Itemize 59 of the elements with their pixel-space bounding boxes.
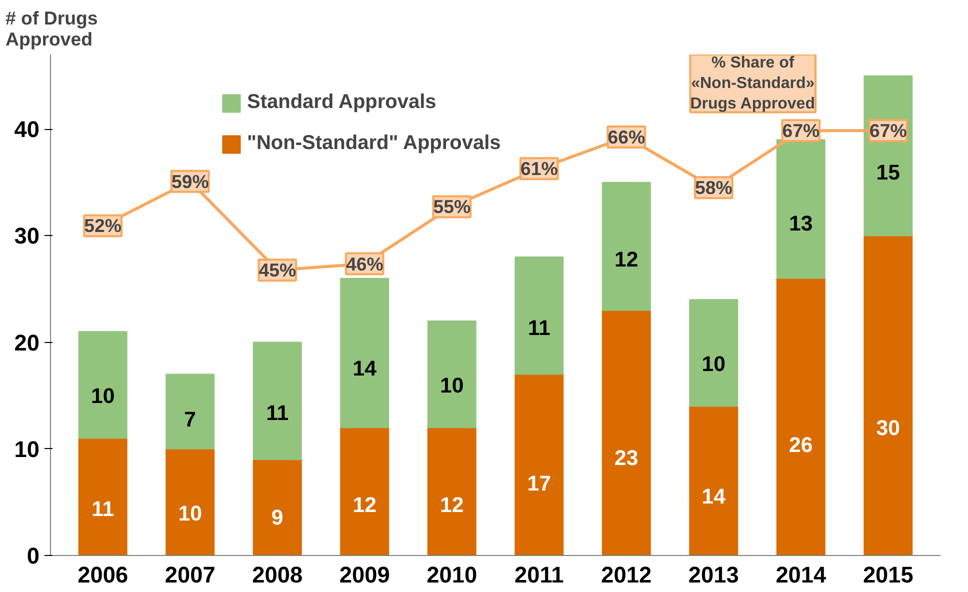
bar: [689, 299, 738, 407]
y-tick-label: 20: [14, 329, 40, 356]
x-tick-label: 2012: [601, 562, 652, 588]
data-label: 15: [876, 160, 900, 184]
bar: [252, 459, 302, 556]
data-label: 17: [527, 472, 551, 496]
x-tick-label: 2007: [164, 562, 216, 588]
x-tick-label: 2006: [78, 562, 128, 588]
y-tick-label: 40: [14, 116, 40, 142]
bar: [514, 374, 564, 556]
data-label: 12: [352, 492, 376, 517]
x-tick-label: 2008: [252, 562, 303, 588]
bar: [166, 448, 215, 556]
data-label: 10: [90, 384, 115, 408]
data-label: 23: [614, 446, 638, 470]
bar: [252, 342, 302, 460]
x-tick-label: 2014: [776, 562, 826, 588]
bar: [340, 427, 390, 556]
data-label: 13: [789, 211, 813, 236]
bar: [78, 331, 128, 439]
data-label: 11: [528, 316, 551, 340]
bar: [602, 182, 651, 311]
bar: [78, 438, 128, 556]
x-tick-label: 2015: [862, 562, 914, 588]
data-label: 9: [271, 506, 284, 530]
bar: [427, 320, 476, 428]
data-label: 7: [184, 408, 196, 432]
data-label: 26: [789, 433, 813, 458]
data-label: 11: [92, 497, 114, 522]
data-label: 12: [440, 492, 464, 517]
bar: [864, 75, 913, 236]
x-tick-label: 2010: [426, 562, 478, 588]
data-label: 14: [702, 484, 726, 508]
y-tick-label: 10: [14, 436, 40, 462]
y-tick-label: 30: [14, 222, 40, 249]
x-tick-label: 2013: [688, 562, 739, 588]
data-label: 11: [266, 401, 289, 426]
bar: [689, 406, 738, 556]
bar: [166, 374, 215, 450]
series-label: % Share of «Non-Standard» Drugs Approved: [690, 54, 815, 112]
data-label: 10: [702, 352, 726, 376]
data-label: 12: [614, 248, 638, 272]
x-tick-label: 2009: [339, 562, 390, 588]
x-tick-label: 2011: [514, 562, 564, 588]
legend-label: "Non-Standard" Approvals: [247, 132, 501, 155]
bar: [602, 310, 651, 556]
data-label: 14: [352, 356, 377, 380]
bar: [427, 427, 476, 556]
bar: [340, 278, 390, 428]
bar: [514, 256, 564, 375]
legend-label: Standard Approvals: [247, 91, 436, 114]
bar: [776, 139, 826, 279]
bar: [864, 235, 913, 556]
data-label: 10: [440, 373, 464, 398]
data-label: 10: [178, 501, 202, 526]
bar: [776, 278, 826, 556]
data-label: 30: [876, 416, 900, 440]
y-axis-title: # of Drugs Approved: [6, 8, 98, 50]
y-tick-label: 0: [26, 542, 40, 568]
